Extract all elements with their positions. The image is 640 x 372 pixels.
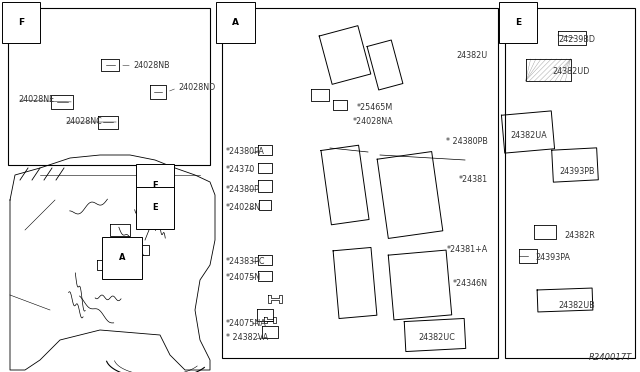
Bar xyxy=(8,8,210,165)
Text: 24382U: 24382U xyxy=(457,51,488,60)
Text: 24393PB: 24393PB xyxy=(559,167,595,176)
Text: E: E xyxy=(152,203,158,212)
Text: *24346N: *24346N xyxy=(453,279,488,288)
Text: *24075NA: *24075NA xyxy=(226,318,267,327)
Text: A: A xyxy=(232,18,239,27)
Text: *24028NA: *24028NA xyxy=(353,118,393,126)
Text: *24381: *24381 xyxy=(459,176,488,185)
Text: *24381+A: *24381+A xyxy=(447,246,488,254)
Text: *24075N: *24075N xyxy=(226,273,261,282)
Text: E: E xyxy=(515,18,521,27)
Text: 24028NC: 24028NC xyxy=(65,118,102,126)
Text: *24380P: *24380P xyxy=(226,185,260,193)
Text: *24380PA: *24380PA xyxy=(226,148,265,157)
Text: A: A xyxy=(119,253,125,263)
Text: F: F xyxy=(152,180,158,189)
Text: 24382UD: 24382UD xyxy=(552,67,589,77)
Text: *24370: *24370 xyxy=(226,166,255,174)
Text: R240017T: R240017T xyxy=(589,353,632,362)
Text: 24382UA: 24382UA xyxy=(510,131,547,140)
Text: *24028N: *24028N xyxy=(226,203,261,212)
Text: 24239BD: 24239BD xyxy=(558,35,595,45)
Text: *24383PC: *24383PC xyxy=(226,257,266,266)
Text: *25465M: *25465M xyxy=(356,103,393,112)
Text: 24028NB: 24028NB xyxy=(133,61,170,71)
Text: 24382R: 24382R xyxy=(564,231,595,240)
Bar xyxy=(505,8,635,358)
Text: * 24382VA: * 24382VA xyxy=(226,334,268,343)
Text: F: F xyxy=(18,18,24,27)
Text: 24393PA: 24393PA xyxy=(535,253,570,263)
Text: 24382UB: 24382UB xyxy=(558,301,595,310)
Text: * 24380PB: * 24380PB xyxy=(446,138,488,147)
Text: 24028NE: 24028NE xyxy=(18,96,54,105)
Bar xyxy=(222,8,498,358)
Text: 24028ND: 24028ND xyxy=(178,83,215,93)
Text: 24382UC: 24382UC xyxy=(418,334,455,343)
